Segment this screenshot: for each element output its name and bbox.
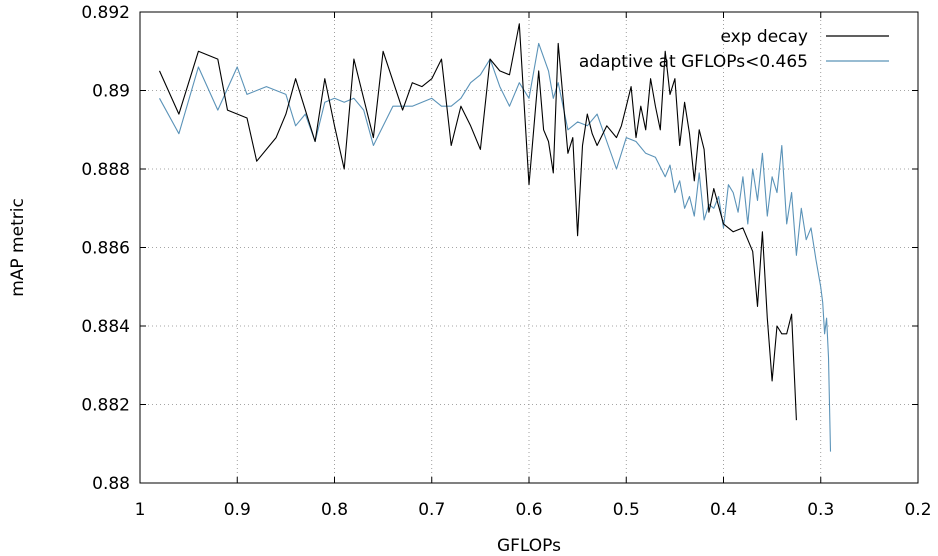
x-tick-label: 0.9 <box>224 500 251 520</box>
y-tick-label: 0.884 <box>81 317 130 337</box>
grid-lines <box>140 12 918 483</box>
series-layer <box>158 23 832 452</box>
x-axis-label: GFLOPs <box>497 536 561 556</box>
x-tick-label: 0.2 <box>904 500 931 520</box>
y-tick-label: 0.89 <box>92 82 130 102</box>
x-tick-label: 0.4 <box>710 500 737 520</box>
y-tick-label: 0.888 <box>81 160 130 180</box>
y-tick-label: 0.892 <box>81 3 130 23</box>
x-tick-label: 0.7 <box>418 500 445 520</box>
x-tick-label: 0.6 <box>515 500 542 520</box>
series-line-0 <box>158 23 797 421</box>
x-tick-label: 0.5 <box>613 500 640 520</box>
x-tick-label: 1 <box>135 500 146 520</box>
legend-label-1: adaptive at GFLOPs<0.465 <box>579 52 808 72</box>
x-axis-ticks: 1 0.9 0.8 0.7 0.6 0.5 0.4 0.3 0.2 <box>135 12 932 520</box>
legend: exp decay adaptive at GFLOPs<0.465 <box>579 27 889 72</box>
y-tick-label: 0.882 <box>81 396 130 416</box>
y-axis-label: mAP metric <box>8 198 28 297</box>
y-axis-ticks: 0.88 0.882 0.884 0.886 0.888 0.89 0.892 <box>81 3 918 494</box>
y-tick-label: 0.886 <box>81 239 130 259</box>
y-tick-label: 0.88 <box>92 474 130 494</box>
x-tick-label: 0.3 <box>807 500 834 520</box>
x-tick-label: 0.8 <box>321 500 348 520</box>
legend-label-0: exp decay <box>721 27 809 47</box>
series-line-1 <box>159 42 832 452</box>
